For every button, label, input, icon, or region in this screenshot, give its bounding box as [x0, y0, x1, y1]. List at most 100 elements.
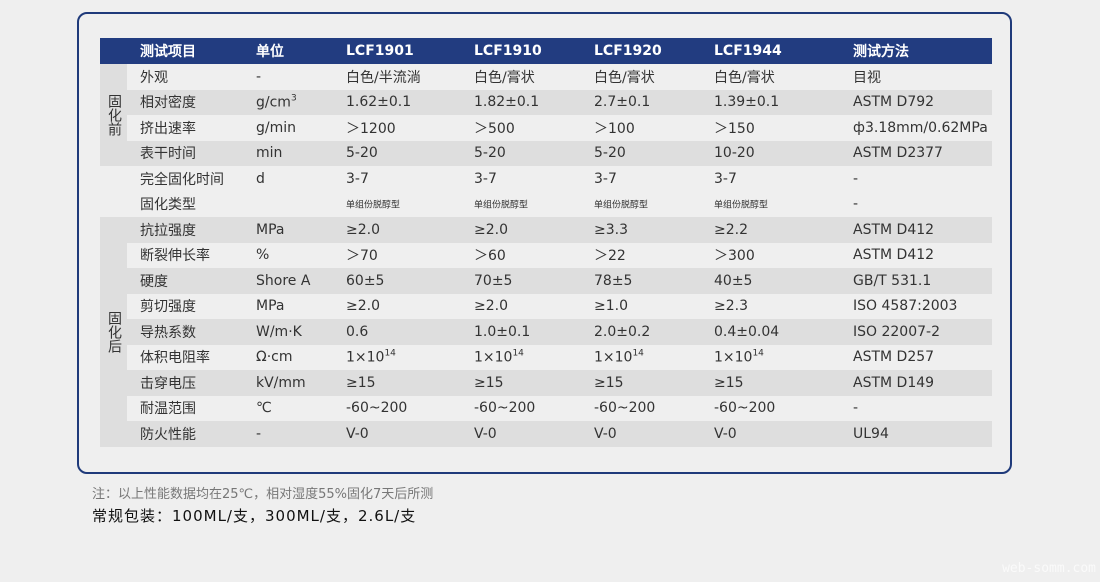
superscript: 14: [752, 348, 764, 359]
value-cell: -60~200: [474, 400, 535, 416]
item-cell: 相对密度: [140, 92, 196, 112]
unit-cell: Shore A: [256, 273, 310, 289]
item-cell-text: 固化类型: [140, 197, 196, 214]
item-cell-text: 外观: [140, 69, 168, 86]
value-cell: -60~200: [594, 400, 655, 416]
item-cell: 挤出速率: [140, 118, 196, 138]
value-cell-text: 单组份脱醇型: [346, 200, 401, 211]
value-cell: 70±5: [474, 273, 512, 289]
value-cell-text: 0.4±0.04: [714, 323, 780, 340]
value-cell: 0.4±0.04: [714, 324, 779, 340]
unit-cell-text: kV/mm: [256, 374, 306, 391]
item-cell-text: 表干时间: [140, 146, 196, 163]
value-cell: 10-20: [714, 145, 755, 161]
table-row: 外观 - 白色/半流淌 白色/膏状 白色/膏状 白色/膏状 目视: [100, 64, 992, 90]
item-cell: 耐温范围: [140, 398, 196, 418]
value-cell: V-0: [346, 426, 369, 442]
method-cell-text: ф3.18mm/0.62MPa: [853, 119, 988, 136]
item-cell: 剪切强度: [140, 296, 196, 316]
value-cell: 40±5: [714, 273, 752, 289]
value-cell: V-0: [594, 426, 617, 442]
value-cell-text: 单组份脱醇型: [474, 200, 529, 211]
value-cell-text: 3-7: [346, 170, 369, 187]
value-cell-text: 1.62±0.1: [346, 94, 412, 111]
packaging-info: 常规包装：100ML/支，300ML/支，2.6L/支: [92, 507, 417, 525]
item-cell-text: 耐温范围: [140, 401, 196, 418]
item-cell-text: 相对密度: [140, 95, 196, 112]
value-cell-text: 40±5: [714, 272, 753, 289]
value-cell-text: 5-20: [474, 145, 506, 162]
unit-cell-text: Shore A: [256, 272, 311, 289]
value-cell: ＞22: [594, 245, 626, 265]
method-cell-text: ASTM D257: [853, 349, 935, 366]
value-cell: 3-7: [714, 171, 737, 187]
method-cell-text: ASTM D792: [853, 94, 935, 111]
value-cell: 单组份脱醇型: [346, 198, 400, 211]
method-cell-text: ISO 4587:2003: [853, 298, 958, 315]
item-cell: 固化类型: [140, 194, 196, 214]
unit-cell: ℃: [256, 400, 272, 416]
value-cell-text: 1.0±0.1: [474, 323, 531, 340]
method-cell: ASTM D2377: [853, 145, 943, 161]
group-label: 固化后: [106, 310, 122, 353]
header-unit: 单位: [256, 44, 284, 60]
value-cell: 5-20: [594, 145, 626, 161]
header-item: 测试项目: [140, 44, 196, 60]
header-lcf1901: LCF1901: [346, 43, 414, 59]
value-cell: ≥2.3: [714, 298, 748, 314]
table-row: 硬度 Shore A 60±5 70±5 78±5 40±5 GB/T 531.1: [100, 268, 992, 294]
item-cell-text: 导热系数: [140, 324, 196, 341]
value-cell-text: V-0: [346, 425, 369, 442]
value-cell: 1.82±0.1: [474, 94, 539, 110]
item-cell-text: 抗拉强度: [140, 222, 196, 239]
value-cell-text: ＞500: [474, 120, 515, 137]
value-cell: ≥15: [714, 375, 744, 391]
value-cell: ≥1.0: [594, 298, 628, 314]
value-cell-text: 白色/膏状: [714, 69, 775, 86]
value-cell-text: ≥2.0: [346, 221, 380, 238]
unit-cell-text: MPa: [256, 221, 285, 238]
item-cell-text: 剪切强度: [140, 299, 196, 316]
superscript: 14: [632, 348, 644, 359]
unit-cell: %: [256, 247, 269, 263]
value-cell-text: 5-20: [346, 145, 378, 162]
item-cell: 体积电阻率: [140, 347, 210, 367]
value-cell: 2.0±0.2: [594, 324, 650, 340]
value-cell-text: V-0: [714, 425, 737, 442]
method-cell-text: 目视: [853, 69, 881, 86]
value-cell: 单组份脱醇型: [594, 198, 648, 211]
value-cell-text: ≥2.3: [714, 298, 748, 315]
unit-cell-text: MPa: [256, 298, 285, 315]
value-cell: 78±5: [594, 273, 632, 289]
value-cell-text: ≥3.3: [594, 221, 628, 238]
item-cell-text: 断裂伸长率: [140, 248, 210, 265]
value-cell: 0.6: [346, 324, 368, 340]
value-cell-text: ≥2.2: [714, 221, 748, 238]
item-cell-text: 挤出速率: [140, 120, 196, 137]
value-cell: 1×1014: [594, 349, 644, 366]
method-cell: 目视: [853, 67, 881, 87]
table-row: 挤出速率 g/min ＞1200 ＞500 ＞100 ＞150 ф3.18mm/0.62MP…: [100, 115, 992, 141]
value-cell-text: 5-20: [594, 145, 626, 162]
method-cell: UL94: [853, 426, 889, 442]
method-cell: ASTM D412: [853, 247, 934, 263]
value-cell: ＞150: [714, 118, 755, 138]
method-cell: ISO 22007-2: [853, 324, 940, 340]
value-cell: ＞60: [474, 245, 506, 265]
value-cell-text: ≥2.0: [346, 298, 380, 315]
value-cell-text: ＞100: [594, 120, 635, 137]
method-cell: -: [853, 171, 858, 187]
value-cell-text: V-0: [474, 425, 497, 442]
value-cell-text: -60~200: [474, 400, 536, 417]
value-cell-text: 78±5: [594, 272, 633, 289]
value-cell-text: ＞1200: [346, 120, 396, 137]
method-cell-text: -: [853, 400, 859, 417]
value-cell: -60~200: [346, 400, 407, 416]
value-cell-text: 70±5: [474, 272, 513, 289]
value-cell-text: ≥2.0: [474, 221, 508, 238]
unit-cell: Ω·cm: [256, 349, 292, 365]
value-cell-text: 1×10: [714, 349, 753, 366]
value-cell-text: 1.82±0.1: [474, 94, 540, 111]
item-cell-text: 体积电阻率: [140, 350, 210, 367]
value-cell-text: ≥15: [714, 374, 744, 391]
